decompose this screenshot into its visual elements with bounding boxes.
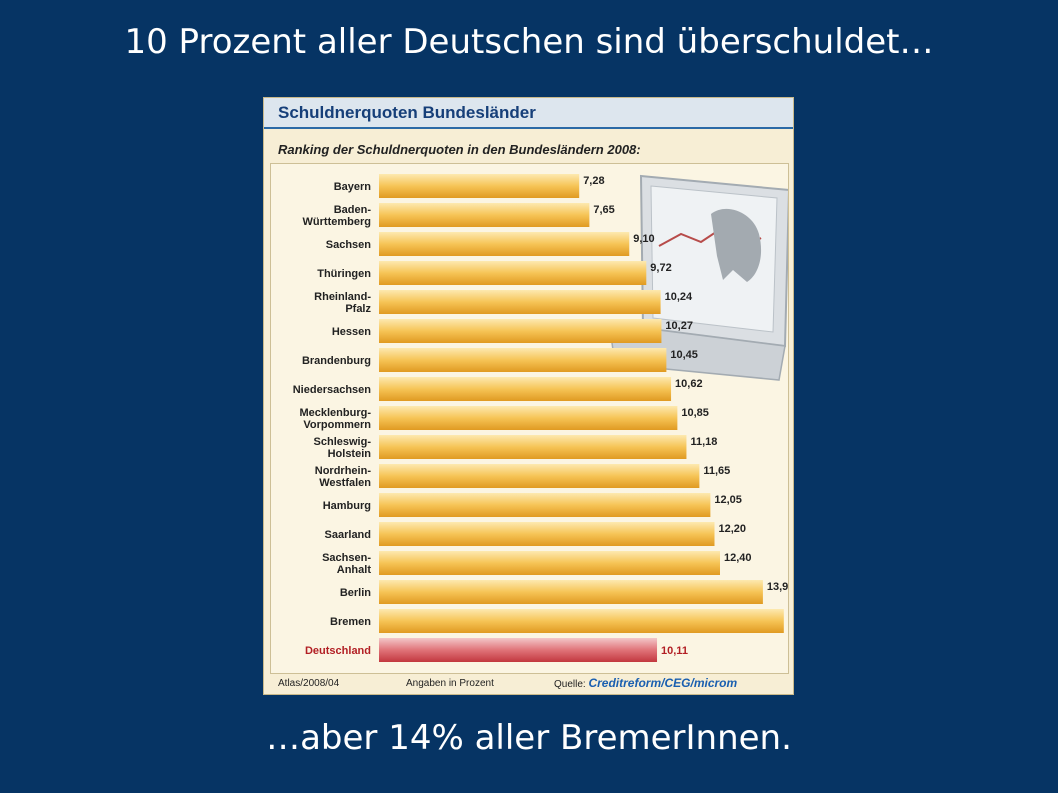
value-label: 11,65 bbox=[703, 465, 730, 477]
category-label: Baden-Württemberg bbox=[303, 204, 372, 228]
value-label: 10,45 bbox=[670, 349, 698, 361]
value-label: 9,72 bbox=[650, 262, 671, 274]
panel-header-title: Schuldnerquoten Bundesländer bbox=[278, 103, 536, 122]
footer-source-brand: Creditreform/CEG/microm bbox=[588, 676, 738, 690]
footer-source-label: Quelle: bbox=[554, 679, 586, 690]
bar bbox=[379, 522, 715, 546]
footer-units: Angaben in Prozent bbox=[406, 678, 494, 689]
value-label: 11,18 bbox=[690, 436, 717, 448]
value-label: 7,65 bbox=[593, 204, 614, 216]
bar bbox=[379, 261, 647, 285]
value-label: 10,11 bbox=[661, 645, 688, 657]
bar bbox=[379, 551, 720, 575]
category-label: Bayern bbox=[334, 181, 372, 193]
slide-title: 10 Prozent aller Deutschen sind überschu… bbox=[124, 22, 934, 62]
category-label: Sachsen bbox=[326, 239, 372, 251]
slide-subtitle: …aber 14% aller BremerInnen. bbox=[266, 718, 792, 758]
bars bbox=[379, 174, 784, 662]
bar bbox=[379, 174, 580, 198]
chart-title: Ranking der Schuldnerquoten in den Bunde… bbox=[278, 142, 641, 157]
category-label: Hessen bbox=[332, 326, 371, 338]
value-label: 12,05 bbox=[714, 494, 742, 506]
value-label: 10,85 bbox=[681, 407, 709, 419]
bar bbox=[379, 377, 672, 401]
category-labels: Bayern Baden-Württemberg Sachsen Thüringen R… bbox=[293, 181, 372, 657]
value-label: 13,96 bbox=[767, 581, 788, 593]
category-label: Rheinland-Pfalz bbox=[314, 291, 371, 315]
bar bbox=[379, 493, 711, 517]
bar bbox=[379, 406, 678, 430]
plot-frame: Bayern Baden-Württemberg Sachsen Thüringen R… bbox=[270, 163, 793, 674]
value-label: 10,24 bbox=[665, 291, 693, 303]
category-label: Saarland bbox=[325, 529, 371, 541]
bar bbox=[379, 464, 700, 488]
category-label: Deutschland bbox=[305, 645, 371, 657]
category-label: Niedersachsen bbox=[293, 384, 372, 396]
bar bbox=[379, 435, 687, 459]
bar bbox=[379, 609, 784, 633]
value-label: 12,40 bbox=[724, 552, 752, 564]
bar bbox=[379, 203, 590, 227]
bar bbox=[379, 638, 658, 662]
category-label: Brandenburg bbox=[302, 355, 371, 367]
bar-chart: Bayern Baden-Württemberg Sachsen Thüringen R… bbox=[293, 174, 793, 662]
bar bbox=[379, 319, 662, 343]
value-label: 7,28 bbox=[583, 175, 604, 187]
category-label: Mecklenburg-Vorpommern bbox=[299, 407, 371, 431]
category-label: Berlin bbox=[340, 587, 371, 599]
category-label: Schleswig-Holstein bbox=[314, 436, 372, 460]
value-label: 9,10 bbox=[633, 233, 654, 245]
category-label: Sachsen-Anhalt bbox=[322, 552, 371, 576]
value-label: 10,62 bbox=[675, 378, 703, 390]
bar bbox=[379, 348, 667, 372]
footer-source: Quelle: Creditreform/CEG/microm bbox=[554, 676, 737, 690]
footer-atlas: Atlas/2008/04 bbox=[278, 678, 340, 689]
value-label: 12,20 bbox=[719, 523, 747, 535]
panel-header: Schuldnerquoten Bundesländer bbox=[264, 98, 793, 129]
category-label: Thüringen bbox=[317, 268, 371, 280]
chart-panel: Schuldnerquoten Bundesländer Ranking der… bbox=[263, 97, 794, 695]
value-labels: 7,28 7,65 9,10 9,72 10,24 10,27 10,45 10,62 10,8… bbox=[583, 175, 793, 657]
category-label: Bremen bbox=[330, 616, 371, 628]
category-label: Nordrhein-Westfalen bbox=[315, 465, 372, 489]
bar bbox=[379, 290, 661, 314]
category-label: Hamburg bbox=[323, 500, 371, 512]
bar bbox=[379, 232, 630, 256]
value-label: 10,27 bbox=[665, 320, 693, 332]
bar bbox=[379, 580, 763, 604]
